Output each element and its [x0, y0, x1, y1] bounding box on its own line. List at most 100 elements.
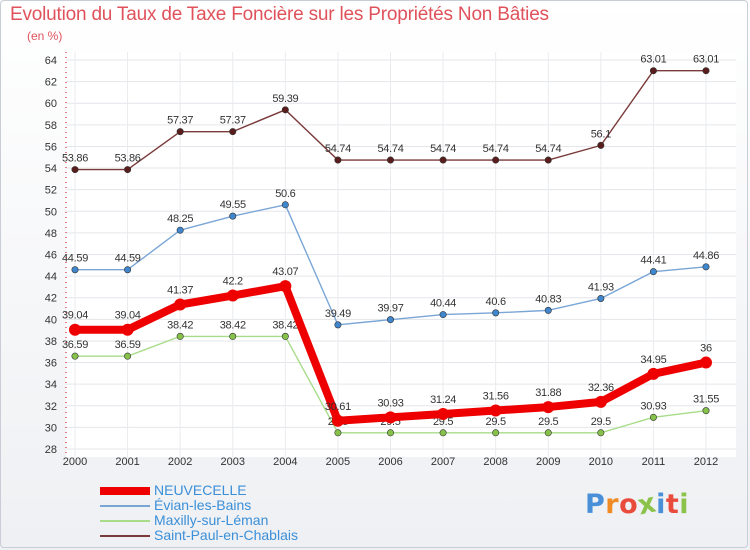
data-point	[121, 323, 134, 336]
data-point	[544, 429, 552, 437]
data-point	[702, 407, 710, 415]
data-label: 31.56	[483, 391, 509, 403]
data-label: 36.59	[62, 339, 88, 351]
x-tick-label: 2012	[694, 456, 718, 468]
data-point	[439, 156, 447, 164]
data-label: 29.5	[538, 416, 558, 428]
y-tick-label: 46	[45, 250, 57, 262]
x-tick-label: 2004	[273, 456, 297, 468]
x-tick-label: 2000	[63, 456, 87, 468]
data-point	[649, 268, 657, 276]
data-point	[597, 141, 605, 149]
x-tick-label: 2002	[168, 456, 192, 468]
data-label: 39.04	[62, 310, 88, 322]
data-label: 31.55	[693, 394, 719, 406]
data-point	[439, 429, 447, 437]
y-tick-label: 34	[45, 379, 57, 391]
data-label: 30.93	[377, 397, 403, 409]
data-point	[229, 212, 237, 220]
data-label: 48.25	[167, 213, 193, 225]
data-point	[71, 352, 79, 360]
data-label: 54.74	[377, 143, 403, 155]
data-point	[649, 67, 657, 75]
data-label: 53.86	[62, 153, 88, 165]
data-label: 30.61	[325, 401, 351, 413]
data-point	[176, 332, 184, 340]
data-label: 57.37	[220, 115, 246, 127]
data-label: 63.01	[693, 54, 719, 66]
x-tick-label: 2006	[378, 456, 402, 468]
y-tick-label: 32	[45, 401, 57, 413]
data-label: 43.07	[272, 266, 298, 278]
data-point	[386, 429, 394, 437]
proxiti-logo: Proxiti	[585, 487, 689, 521]
y-tick-label: 54	[45, 163, 57, 175]
y-tick-label: 52	[45, 185, 57, 197]
x-tick-label: 2008	[483, 456, 507, 468]
y-tick-label: 40	[45, 314, 57, 326]
data-label: 39.04	[115, 310, 141, 322]
data-point	[226, 289, 239, 302]
data-point	[492, 156, 500, 164]
data-label: 44.59	[115, 253, 141, 265]
y-tick-label: 36	[45, 358, 57, 370]
data-point	[700, 356, 712, 369]
y-axis-unit: (en %)	[27, 29, 63, 43]
data-point	[71, 266, 79, 274]
y-tick-label: 58	[45, 120, 57, 132]
data-point	[281, 106, 289, 114]
data-label: 42.2	[223, 276, 243, 288]
data-point	[69, 323, 81, 336]
data-point	[124, 352, 132, 360]
data-point	[649, 413, 657, 421]
y-tick-label: 28	[45, 444, 57, 456]
data-point	[439, 311, 447, 319]
data-label: 34.95	[640, 354, 666, 366]
data-label: 29.5	[433, 416, 453, 428]
data-point	[544, 156, 552, 164]
data-label: 36	[700, 343, 712, 355]
data-label: 40.44	[430, 298, 456, 310]
legend-swatch	[100, 520, 150, 522]
x-tick-label: 2003	[221, 456, 245, 468]
y-tick-label: 44	[45, 271, 57, 283]
data-label: 38.42	[167, 319, 193, 331]
data-label: 38.42	[220, 319, 246, 331]
legend-swatch	[100, 535, 150, 537]
y-tick-label: 56	[45, 141, 57, 153]
data-label: 53.86	[115, 153, 141, 165]
data-label: 36.59	[115, 339, 141, 351]
y-tick-label: 64	[45, 55, 57, 67]
data-point	[334, 429, 342, 437]
data-point	[281, 332, 289, 340]
data-point	[229, 128, 237, 136]
data-label: 54.74	[430, 143, 456, 155]
data-point	[334, 321, 342, 329]
data-point	[384, 411, 397, 424]
data-point	[492, 429, 500, 437]
logo-letter: t	[665, 489, 680, 520]
data-point	[647, 367, 660, 380]
data-label: 40.83	[535, 293, 561, 305]
data-point	[597, 429, 605, 437]
data-label: 59.39	[272, 93, 298, 105]
y-tick-label: 30	[45, 422, 57, 434]
data-label: 41.37	[167, 285, 193, 297]
data-label: 31.88	[535, 387, 561, 399]
data-label: 44.41	[640, 255, 666, 267]
data-label: 32.36	[588, 382, 614, 394]
data-point	[702, 263, 710, 271]
legend-label: Saint-Paul-en-Chablais	[154, 527, 298, 543]
data-label: 56.1	[591, 128, 611, 140]
legend-label: NEUVECELLE	[154, 482, 247, 498]
data-point	[702, 67, 710, 75]
y-tick-label: 60	[45, 98, 57, 110]
chart-title: Evolution du Taux de Taxe Foncière sur l…	[10, 4, 549, 25]
y-tick-label: 48	[45, 228, 57, 240]
data-point	[71, 166, 79, 174]
logo-letter: i	[656, 489, 666, 520]
data-label: 39.49	[325, 308, 351, 320]
data-label: 40.6	[486, 296, 506, 308]
